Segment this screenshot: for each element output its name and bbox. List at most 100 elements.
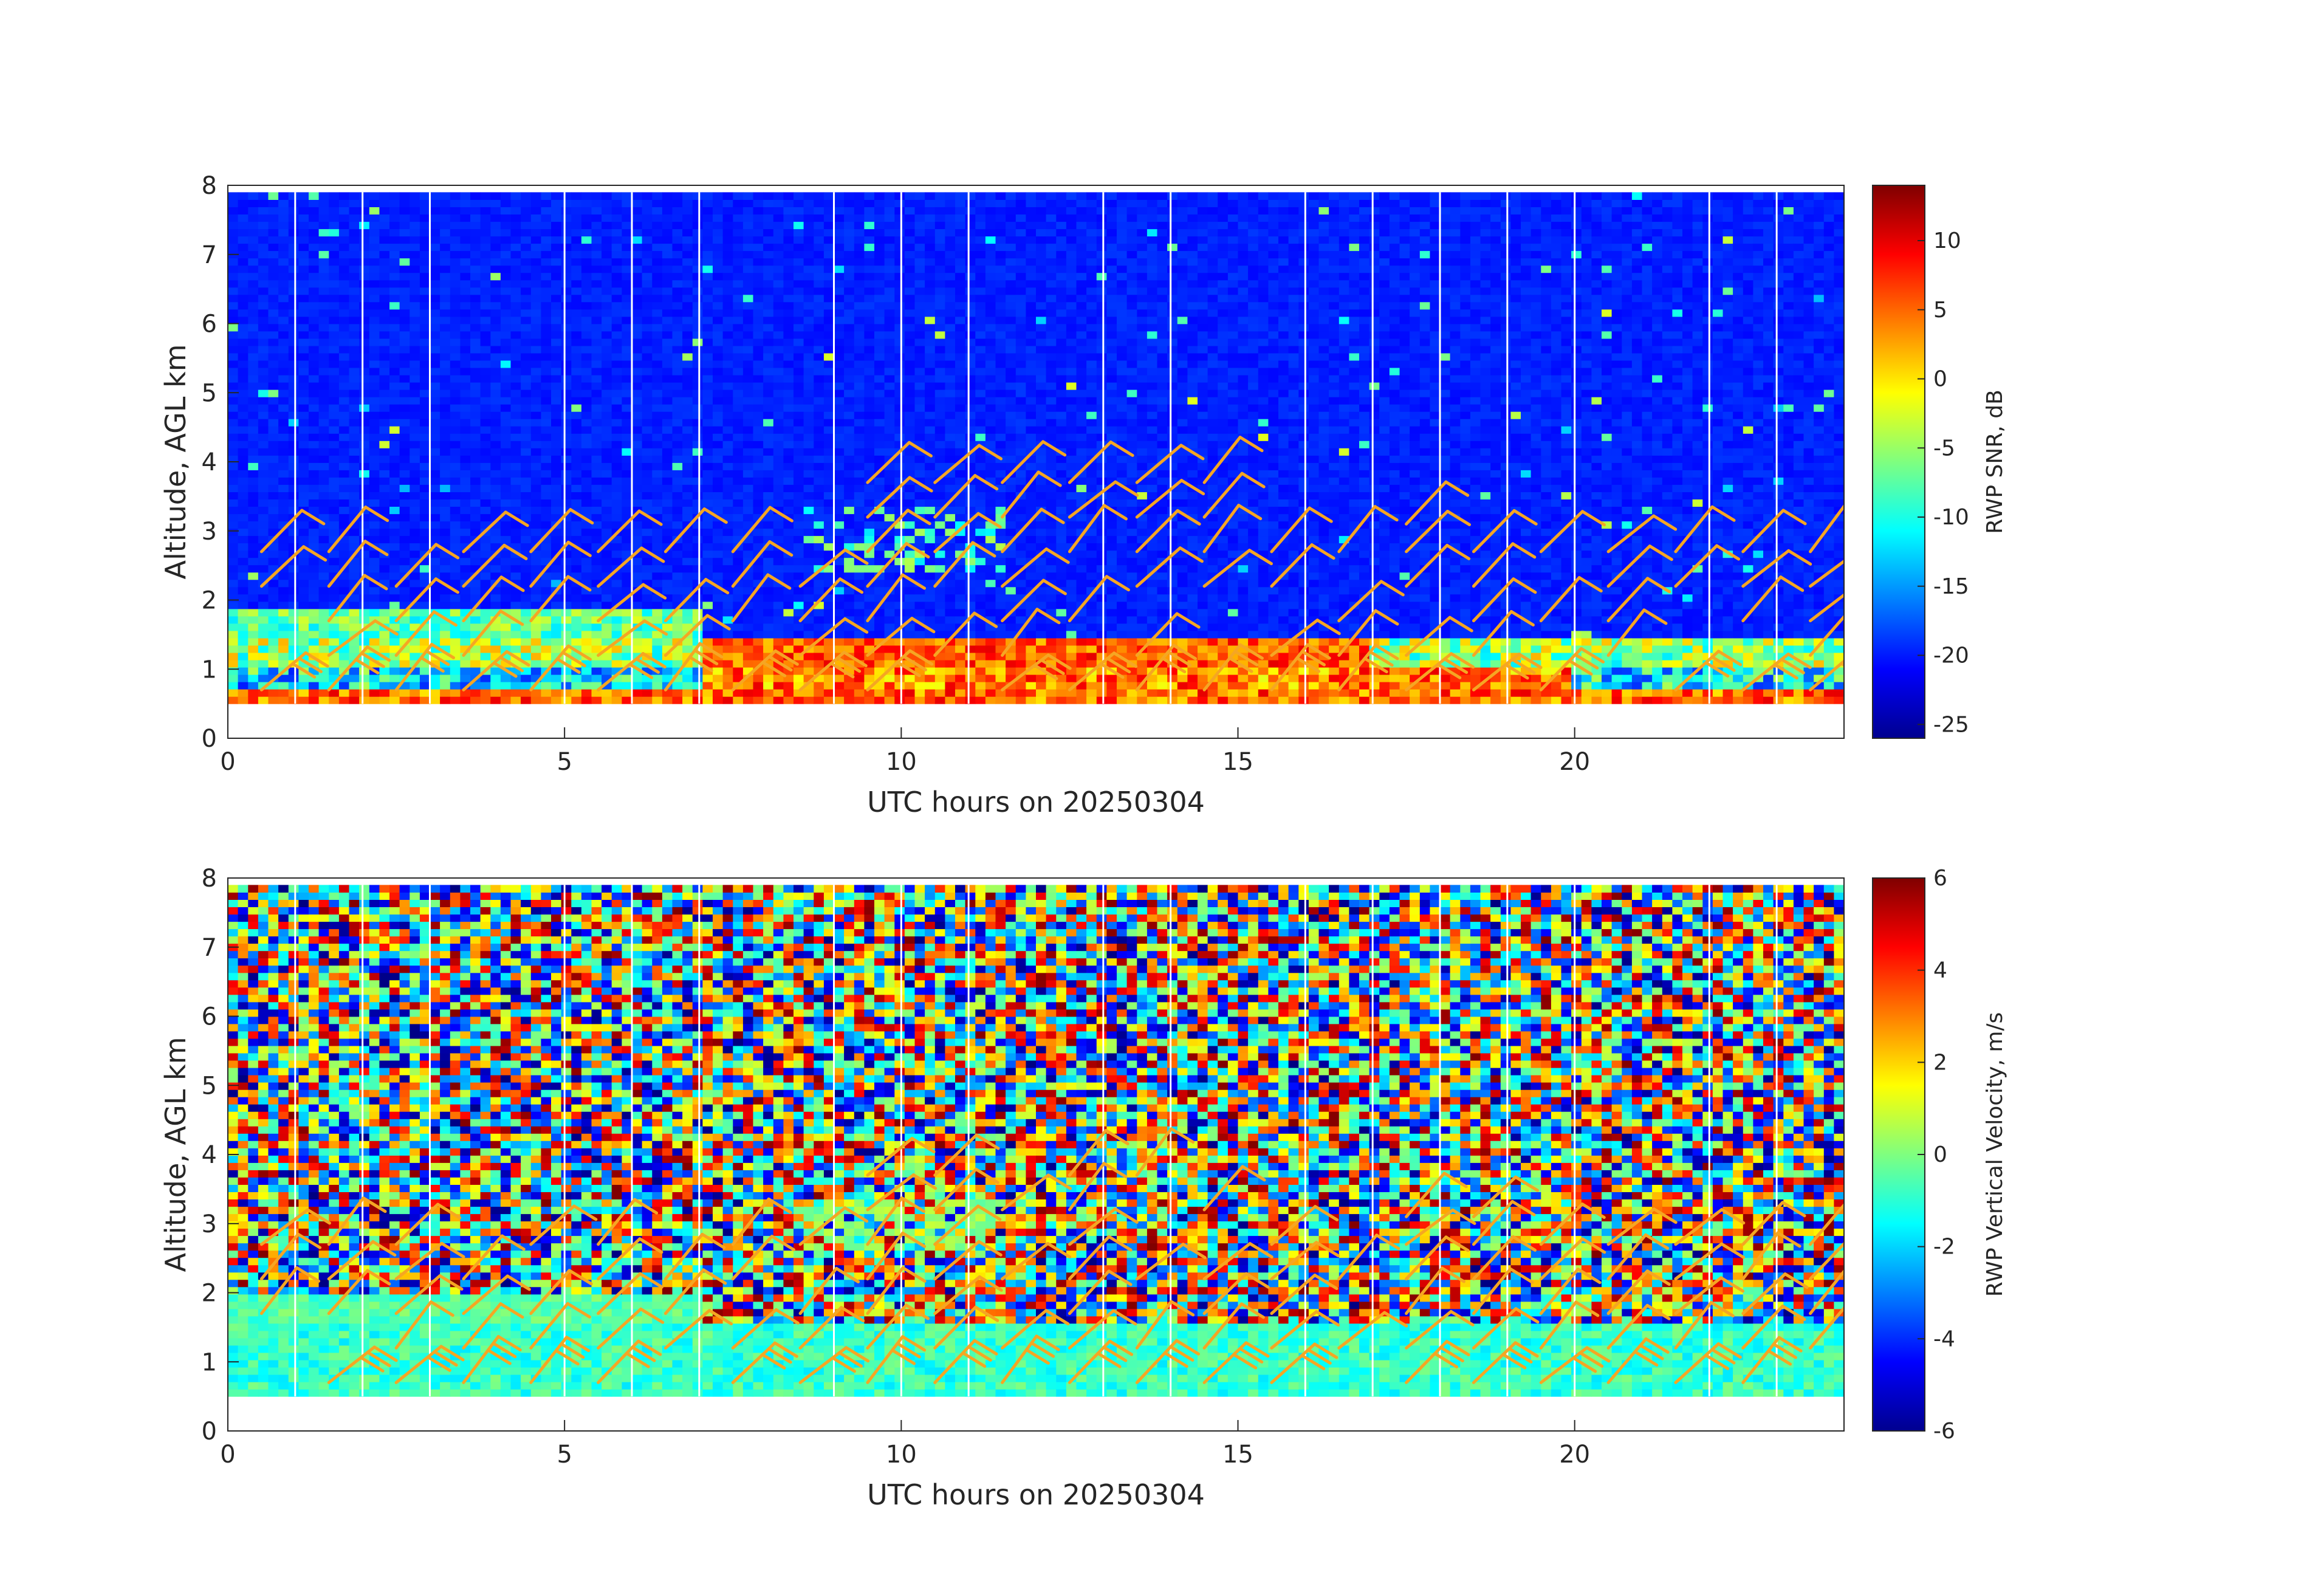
heatmap-cell	[278, 579, 289, 588]
heatmap-cell	[733, 667, 744, 675]
heatmap-cell	[268, 637, 279, 646]
heatmap-cell	[460, 287, 471, 295]
heatmap-cell	[753, 389, 764, 397]
heatmap-cell	[399, 470, 410, 478]
heatmap-cell	[814, 433, 824, 441]
heatmap-cell	[329, 441, 340, 448]
heatmap-cell	[894, 616, 905, 624]
heatmap-cell	[419, 221, 431, 230]
heatmap-cell	[530, 360, 541, 368]
heatmap-cell	[258, 521, 269, 529]
heatmap-cell	[288, 623, 299, 631]
heatmap-cell	[268, 221, 279, 230]
heatmap-cell	[238, 543, 249, 551]
heatmap-cell	[662, 667, 673, 675]
heatmap-cell	[318, 448, 329, 456]
heatmap-cell	[470, 352, 481, 361]
heatmap-cell	[803, 331, 814, 339]
heatmap-cell	[571, 228, 582, 237]
heatmap-cell	[500, 397, 512, 405]
heatmap-cell	[288, 199, 299, 207]
heatmap-cell	[561, 674, 572, 682]
heatmap-cell	[904, 470, 916, 478]
heatmap-cell	[602, 492, 612, 499]
heatmap-cell	[672, 462, 683, 470]
heatmap-cell	[682, 448, 693, 456]
heatmap-cell	[510, 345, 521, 354]
heatmap-cell	[874, 528, 885, 537]
heatmap-cell	[228, 667, 239, 675]
heatmap-cell	[258, 586, 269, 595]
heatmap-cell	[440, 419, 451, 427]
heatmap-cell	[642, 499, 653, 507]
heatmap-cell	[672, 470, 683, 478]
heatmap-cell	[551, 331, 562, 339]
heatmap-cell	[450, 601, 461, 609]
heatmap-cell	[864, 455, 875, 463]
heatmap-cell	[682, 375, 693, 383]
heatmap-cell	[369, 499, 380, 507]
heatmap-cell	[773, 689, 784, 697]
heatmap-cell	[490, 426, 501, 434]
heatmap-cell	[581, 265, 592, 273]
heatmap-cell	[844, 557, 855, 566]
heatmap-cell	[884, 280, 895, 288]
heatmap-cell	[460, 477, 471, 485]
heatmap-cell	[338, 550, 350, 558]
heatmap-cell	[864, 462, 875, 470]
heatmap-cell	[541, 250, 552, 259]
heatmap-cell	[874, 301, 885, 310]
heatmap-cell	[309, 557, 320, 566]
heatmap-cell	[733, 352, 744, 361]
heatmap-cell	[450, 557, 461, 566]
heatmap-cell	[309, 221, 320, 230]
heatmap-cell	[450, 375, 461, 383]
heatmap-cell	[541, 689, 552, 697]
heatmap-cell	[642, 462, 653, 470]
heatmap-cell	[561, 375, 572, 383]
heatmap-cell	[248, 645, 259, 653]
heatmap-cell	[854, 382, 865, 390]
heatmap-cell	[288, 368, 299, 376]
heatmap-cell	[460, 199, 471, 207]
heatmap-cell	[773, 470, 784, 478]
heatmap-cell	[359, 323, 370, 332]
heatmap-cell	[692, 682, 703, 690]
heatmap-cell	[713, 207, 724, 214]
heatmap-cell	[844, 389, 855, 397]
heatmap-cell	[611, 352, 622, 361]
heatmap-cell	[894, 433, 905, 441]
heatmap-cell	[581, 645, 592, 653]
heatmap-cell	[794, 535, 804, 544]
heatmap-cell	[773, 696, 784, 704]
heatmap-cell	[278, 455, 289, 463]
heatmap-cell	[278, 323, 289, 332]
heatmap-cell	[510, 309, 521, 317]
heatmap-cell	[591, 660, 602, 668]
heatmap-cell	[874, 375, 885, 383]
heatmap-cell	[652, 462, 663, 470]
heatmap-cell	[672, 550, 683, 558]
heatmap-cell	[530, 272, 541, 281]
heatmap-cell	[248, 608, 259, 617]
heatmap-cell	[490, 630, 501, 639]
heatmap-cell	[258, 448, 269, 456]
heatmap-cell	[692, 287, 703, 295]
heatmap-cell	[338, 689, 350, 697]
heatmap-cell	[561, 426, 572, 434]
heatmap-cell	[561, 345, 572, 354]
heatmap-cell	[834, 492, 845, 499]
heatmap-cell	[672, 352, 683, 361]
heatmap-cell	[248, 484, 259, 492]
heatmap-cell	[228, 265, 239, 273]
heatmap-cell	[581, 375, 592, 383]
heatmap-cell	[379, 557, 390, 566]
heatmap-cell	[430, 272, 440, 281]
heatmap-cell	[925, 696, 936, 704]
heatmap-cell	[652, 696, 663, 704]
heatmap-cell	[440, 228, 451, 237]
heatmap-cell	[288, 389, 299, 397]
heatmap-cell	[359, 521, 370, 529]
heatmap-cell	[632, 331, 643, 339]
heatmap-cell	[238, 484, 249, 492]
